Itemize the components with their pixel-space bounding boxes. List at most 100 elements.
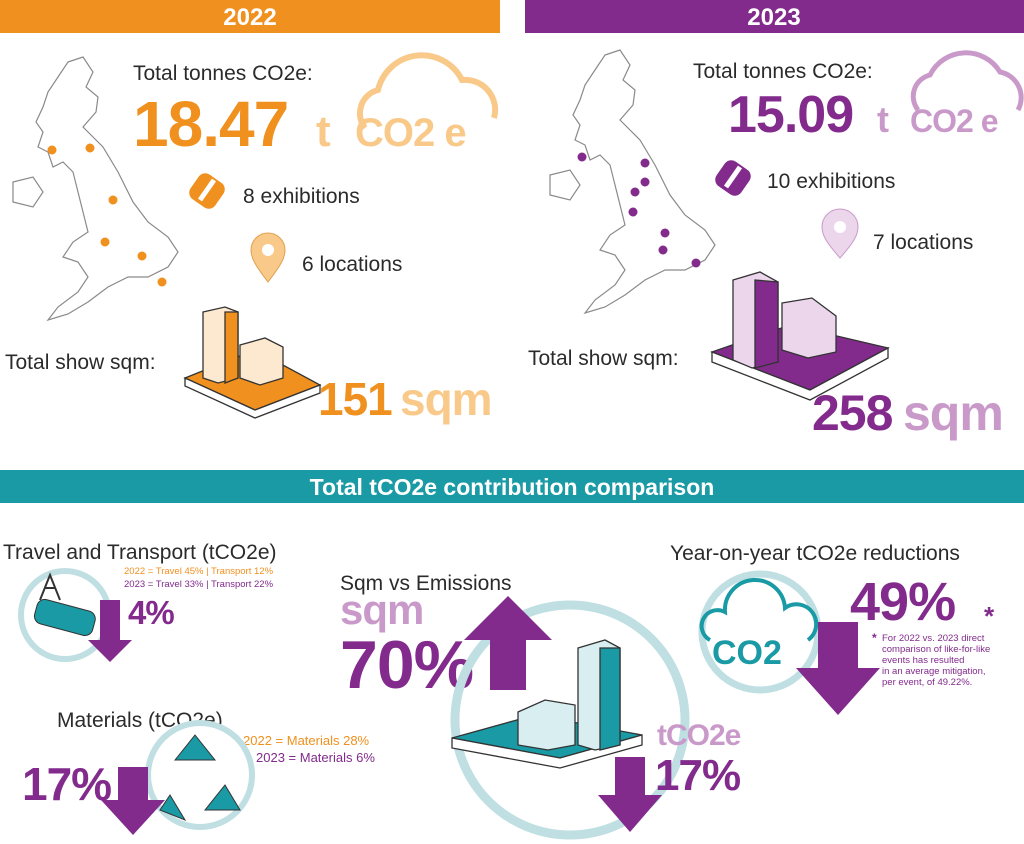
floor-icon xyxy=(451,639,643,769)
map-dot xyxy=(108,195,118,205)
map-dot xyxy=(640,177,650,187)
up-arrow xyxy=(464,596,552,690)
footnote-line: in an average mitigation, xyxy=(882,666,986,677)
sqm-unit: sqm xyxy=(400,373,492,425)
cloud-icon xyxy=(356,52,499,130)
location-pin xyxy=(250,232,286,283)
heading: Total tonnes CO2e: xyxy=(133,62,313,85)
yoy-cloud-text: CO2 xyxy=(712,634,782,672)
year: 2023 xyxy=(747,4,800,31)
map-dot xyxy=(85,143,95,153)
cloud-icon xyxy=(699,577,819,642)
location-pin xyxy=(821,208,859,259)
yoy-value: 49% xyxy=(850,572,955,632)
asterisk: * xyxy=(984,601,995,631)
map-dot xyxy=(691,258,701,268)
year: 2022 xyxy=(223,4,276,31)
location-pin xyxy=(834,221,846,233)
floor-icon xyxy=(224,311,239,384)
locations: 7 locations xyxy=(873,231,973,254)
floor-icon xyxy=(711,346,889,401)
sqm-percent: 70% xyxy=(340,627,473,703)
map-dot xyxy=(630,187,640,197)
map-dot xyxy=(577,152,587,162)
map-dot xyxy=(577,152,701,268)
section-title: Total tCO2e contribution comparison xyxy=(310,474,715,500)
floor-icon xyxy=(710,271,890,401)
sqm-label: Total show sqm: xyxy=(528,347,679,370)
materials-note: 2022 = Materials 28% xyxy=(243,733,370,748)
exhibitions: 10 exhibitions xyxy=(767,170,895,193)
sqm-value: 151 xyxy=(318,373,392,425)
map-dot xyxy=(47,143,167,287)
sqm-unit: sqm xyxy=(903,385,1003,441)
footnote-star: * xyxy=(872,631,877,645)
exhibition-icon xyxy=(715,160,751,196)
sqm-label: sqm xyxy=(340,586,423,633)
exhibition-icon xyxy=(189,173,225,209)
heading: Total tonnes CO2e: xyxy=(693,60,873,83)
materials-value: 17% xyxy=(22,758,111,810)
transport-icon xyxy=(39,572,61,601)
cloud-text: CO2 e xyxy=(355,111,466,155)
sqm-label: Total show sqm: xyxy=(5,351,156,374)
unit: t xyxy=(877,99,889,140)
map-dot xyxy=(157,277,167,287)
exhibitions: 8 exhibitions xyxy=(243,185,360,208)
total: 18.47 xyxy=(133,88,288,160)
cloud-text: CO2 e xyxy=(910,103,998,139)
map-dot xyxy=(628,207,638,217)
floor-icon xyxy=(754,279,779,369)
total: 15.09 xyxy=(728,86,853,144)
tco2e-percent: 17% xyxy=(655,751,740,800)
recycle-icon xyxy=(159,734,241,822)
footnote-line: per event, of 49.22%. xyxy=(882,677,972,688)
map-dot xyxy=(137,251,147,261)
location-pin xyxy=(262,244,274,256)
down-arrow xyxy=(796,622,880,715)
map-dot xyxy=(660,228,670,238)
location-pin xyxy=(250,232,286,283)
travel-title: Travel and Transport (tCO2e) xyxy=(3,541,277,564)
tco2e-label: tCO2e xyxy=(657,719,741,752)
map-dot xyxy=(100,237,110,247)
sqm-title: Sqm vs Emissions xyxy=(340,572,512,595)
unit: t xyxy=(316,107,331,156)
floor-icon xyxy=(239,337,284,386)
cloud-icon xyxy=(910,50,1024,112)
uk-map xyxy=(549,49,716,314)
floor-icon xyxy=(781,297,837,359)
year-banner xyxy=(525,0,1024,33)
yoy-title: Year-on-year tCO2e reductions xyxy=(670,542,960,565)
travel-value: 4% xyxy=(128,594,174,631)
travel-note: 2022 = Travel 45% | Transport 12% xyxy=(124,566,274,577)
floor-icon xyxy=(517,699,576,751)
down-arrow xyxy=(598,757,662,832)
transport-icon xyxy=(33,598,96,637)
year-banner xyxy=(0,0,500,33)
footnote-line: events has resulted xyxy=(882,655,964,666)
location-pin xyxy=(821,208,859,259)
floor-icon xyxy=(451,734,643,769)
map-dot xyxy=(640,158,650,168)
map-dot xyxy=(47,145,57,155)
down-arrow xyxy=(101,767,165,835)
recycle-icon xyxy=(145,720,255,830)
materials-note: 2023 = Materials 6% xyxy=(256,750,375,765)
down-arrow xyxy=(88,600,132,662)
floor-icon xyxy=(599,647,621,751)
floor-icon xyxy=(184,376,321,419)
travel-note: 2023 = Travel 33% | Transport 22% xyxy=(124,579,274,590)
circle-frame xyxy=(450,600,690,840)
footnote-line: For 2022 vs. 2023 direct xyxy=(882,633,985,644)
exhibition-icon xyxy=(197,178,217,202)
floor-icon xyxy=(183,306,322,419)
section-banner xyxy=(0,470,1024,503)
footnote-line: comparison of like-for-like xyxy=(882,644,990,655)
map-dot xyxy=(658,245,668,255)
exhibition-icon xyxy=(723,165,743,189)
